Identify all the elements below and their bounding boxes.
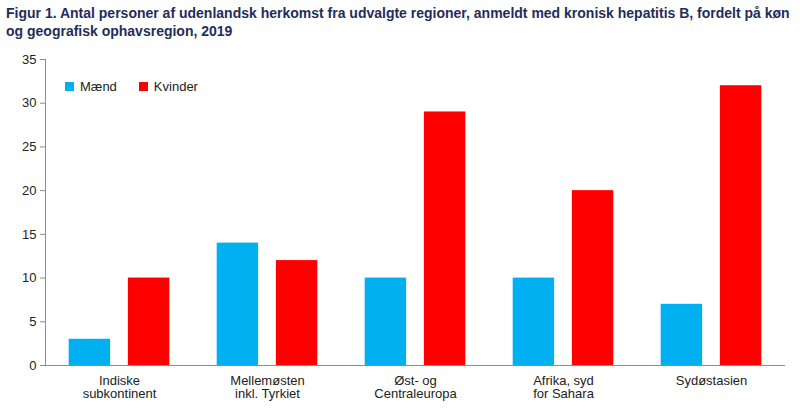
svg-text:Sydøstasien: Sydøstasien bbox=[676, 373, 748, 388]
html-text:Mænd: Mænd bbox=[80, 79, 117, 94]
svg-text:35: 35 bbox=[22, 52, 36, 67]
svg-text:20: 20 bbox=[22, 183, 36, 198]
svg-text:10: 10 bbox=[22, 270, 36, 285]
svg-text:30: 30 bbox=[22, 95, 36, 110]
svg-text:25: 25 bbox=[22, 139, 36, 154]
svg-text:0: 0 bbox=[29, 358, 36, 373]
svg-text:Mellemøsteninkl. Tyrkiet: Mellemøsteninkl. Tyrkiet bbox=[230, 373, 304, 401]
svg-text:15: 15 bbox=[22, 227, 36, 242]
html-text:Kvinder: Kvinder bbox=[153, 79, 198, 94]
svg-text:Øst- ogCentraleuropa: Øst- ogCentraleuropa bbox=[374, 373, 457, 401]
svg-text:Indiskesubkontinent: Indiskesubkontinent bbox=[83, 373, 157, 401]
html-text:Figur 1. Antal personer af ude: Figur 1. Antal personer af udenlandsk he… bbox=[6, 5, 790, 39]
svg-text:5: 5 bbox=[29, 314, 36, 329]
svg-text:Afrika, sydfor Sahara: Afrika, sydfor Sahara bbox=[533, 373, 594, 401]
